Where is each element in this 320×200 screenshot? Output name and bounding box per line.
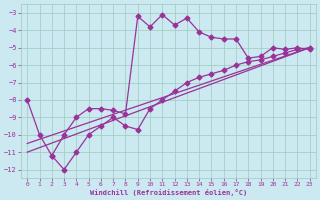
X-axis label: Windchill (Refroidissement éolien,°C): Windchill (Refroidissement éolien,°C) bbox=[90, 189, 247, 196]
